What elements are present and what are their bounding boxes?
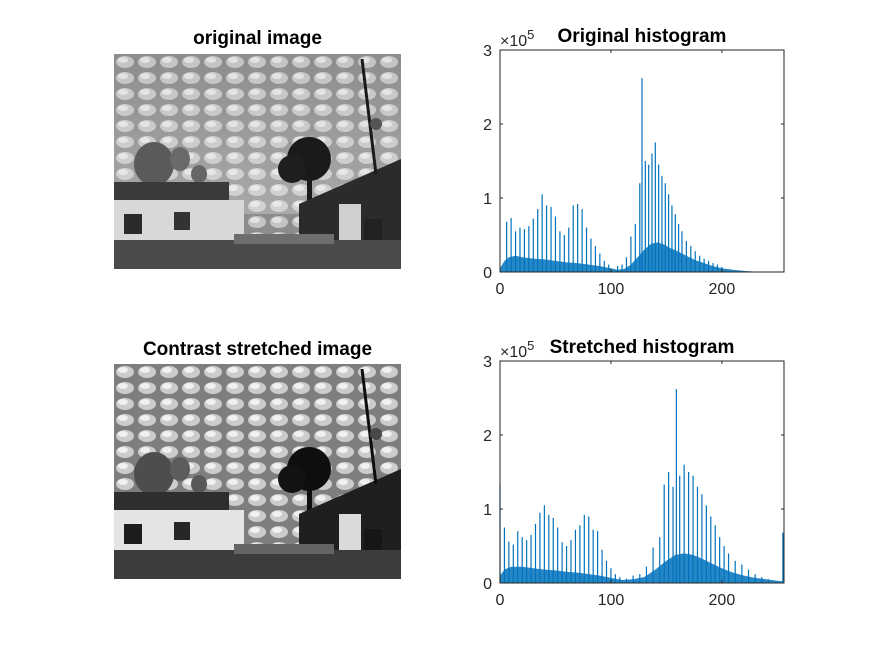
original-histogram: 0 1 2 3 0 100 200 ×105 Original histogram [483, 26, 785, 298]
y-tick-label: 3 [483, 354, 492, 371]
stretched-image [114, 364, 401, 579]
original-image-title: original image [193, 28, 322, 49]
x-tick-label: 0 [496, 281, 505, 298]
y-tick-label: 2 [483, 117, 492, 134]
axes-box [499, 360, 785, 584]
y-exponent-label: ×105 [500, 338, 534, 361]
x-tick-label: 200 [709, 281, 736, 298]
y-tick-label: 0 [483, 576, 492, 593]
axes-box [499, 49, 785, 273]
y-exponent-power: 5 [527, 27, 534, 42]
y-tick-label: 1 [483, 502, 492, 519]
original-image [114, 54, 401, 269]
y-tick-label: 2 [483, 428, 492, 445]
y-exponent-power: 5 [527, 338, 534, 353]
x-tick-label: 100 [598, 592, 625, 609]
stretched-photo-svg [114, 364, 401, 579]
y-tick-label: 1 [483, 191, 492, 208]
x-tick-label: 100 [598, 281, 625, 298]
y-exponent-label: ×105 [500, 27, 534, 50]
y-tick-label: 0 [483, 265, 492, 282]
x-tick-label: 200 [709, 592, 736, 609]
stretched-histogram: 0 1 2 3 0 100 200 ×105 Stretched histogram [483, 337, 785, 609]
original-photo-svg [114, 54, 401, 269]
y-tick-label: 3 [483, 43, 492, 60]
stretched-image-title: Contrast stretched image [142, 339, 373, 360]
histogram-title: Original histogram [558, 26, 727, 47]
histogram-title: Stretched histogram [550, 337, 735, 358]
x-tick-label: 0 [496, 592, 505, 609]
